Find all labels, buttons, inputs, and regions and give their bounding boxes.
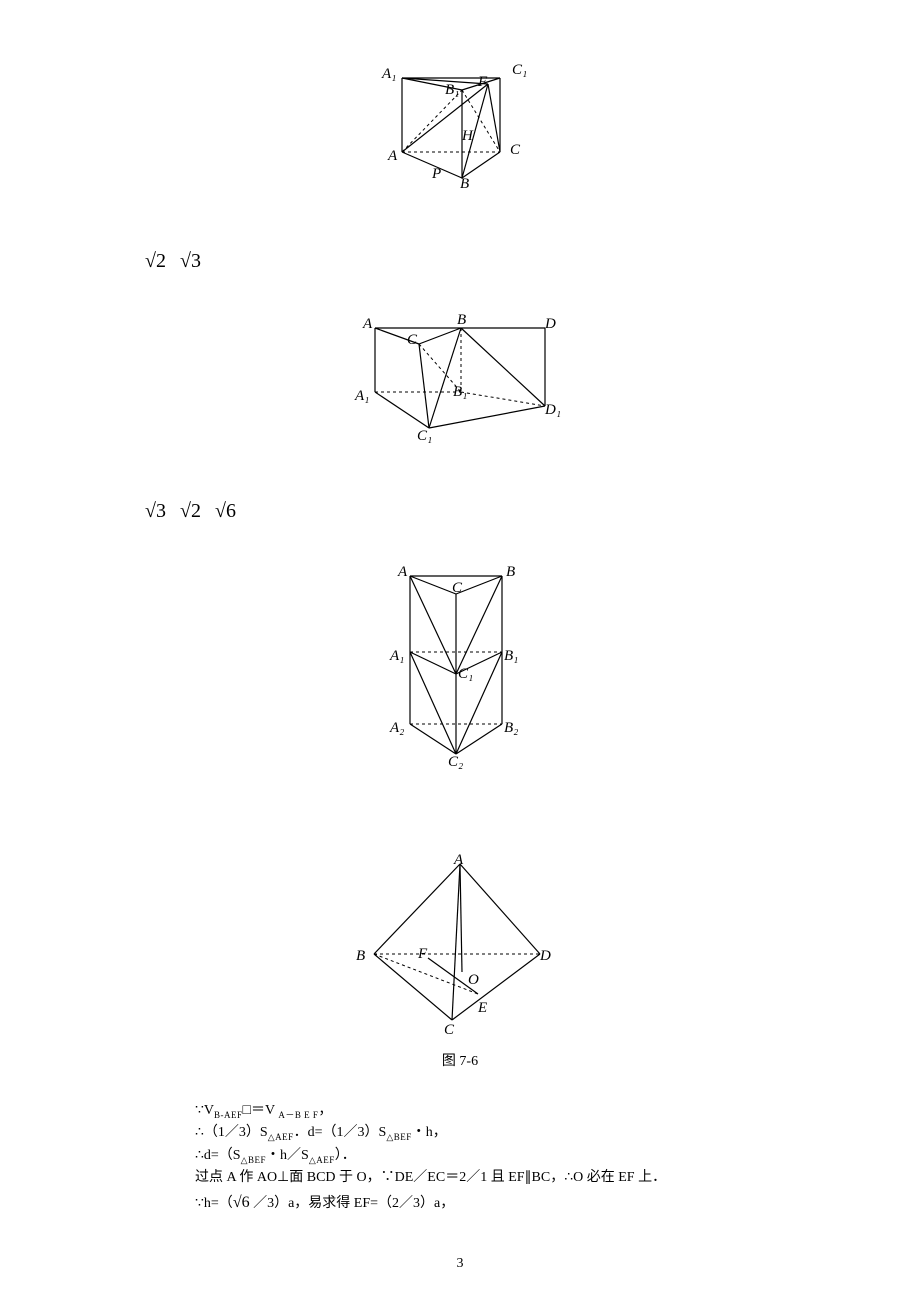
svg-text:C₂: C₂ xyxy=(448,754,463,770)
figure-prism-2: A B D C A₁ B₁ D₁ C₁ xyxy=(345,310,575,450)
svg-text:A: A xyxy=(362,316,373,332)
radical-3b: √3 xyxy=(145,500,166,522)
figure-prism-1: A₁ B₁ F C₁ H A P B C xyxy=(370,60,550,190)
svg-text:A: A xyxy=(397,564,408,580)
svg-text:F: F xyxy=(417,946,428,962)
svg-text:C₁: C₁ xyxy=(512,62,527,78)
svg-text:B: B xyxy=(356,948,365,964)
proof-block: ∵VB-AEF□＝V A－B E F，∴（1／3）S△AEF．d=（1／3）S△… xyxy=(195,1100,755,1215)
svg-text:C: C xyxy=(452,580,463,596)
svg-text:A: A xyxy=(387,148,398,164)
equation-1: √2 √3 xyxy=(145,250,201,273)
svg-text:P: P xyxy=(431,166,441,182)
svg-text:A: A xyxy=(453,852,464,868)
svg-text:B₁: B₁ xyxy=(504,648,518,664)
svg-text:B: B xyxy=(506,564,515,580)
svg-text:C: C xyxy=(444,1022,455,1038)
svg-text:C: C xyxy=(510,142,521,158)
svg-text:C: C xyxy=(407,332,418,348)
svg-text:B₁: B₁ xyxy=(453,384,467,400)
svg-text:E: E xyxy=(477,1000,487,1016)
svg-text:A₂: A₂ xyxy=(389,720,404,736)
svg-text:B₂: B₂ xyxy=(504,720,518,736)
svg-text:B: B xyxy=(460,176,469,190)
radical-2b: √2 xyxy=(180,500,201,522)
radical-2: √2 xyxy=(145,250,166,272)
radical-3: √3 xyxy=(180,250,201,272)
figure-prism-stack: A B C A₁ B₁ C₁ A₂ B₂ C₂ xyxy=(380,560,540,770)
svg-text:D₁: D₁ xyxy=(544,402,561,418)
svg-text:H: H xyxy=(461,128,474,144)
radical-6: √6 xyxy=(215,500,236,522)
figure-tetrahedron: A B D F OE C xyxy=(350,850,570,1050)
equation-2: √3 √2 √6 xyxy=(145,500,236,523)
svg-text:D: D xyxy=(544,316,556,332)
svg-text:C₁: C₁ xyxy=(417,428,432,444)
page-number: 3 xyxy=(457,1256,464,1272)
figure-4-caption: 图 7-6 xyxy=(442,1050,478,1070)
svg-text:O: O xyxy=(468,972,479,988)
svg-text:D: D xyxy=(539,948,551,964)
svg-text:F: F xyxy=(477,74,488,90)
svg-text:A₁: A₁ xyxy=(354,388,369,404)
svg-text:A₁: A₁ xyxy=(389,648,404,664)
svg-text:C₁: C₁ xyxy=(458,666,473,682)
svg-text:B: B xyxy=(457,312,466,328)
svg-text:B₁: B₁ xyxy=(445,82,459,98)
svg-text:A₁: A₁ xyxy=(381,66,396,82)
